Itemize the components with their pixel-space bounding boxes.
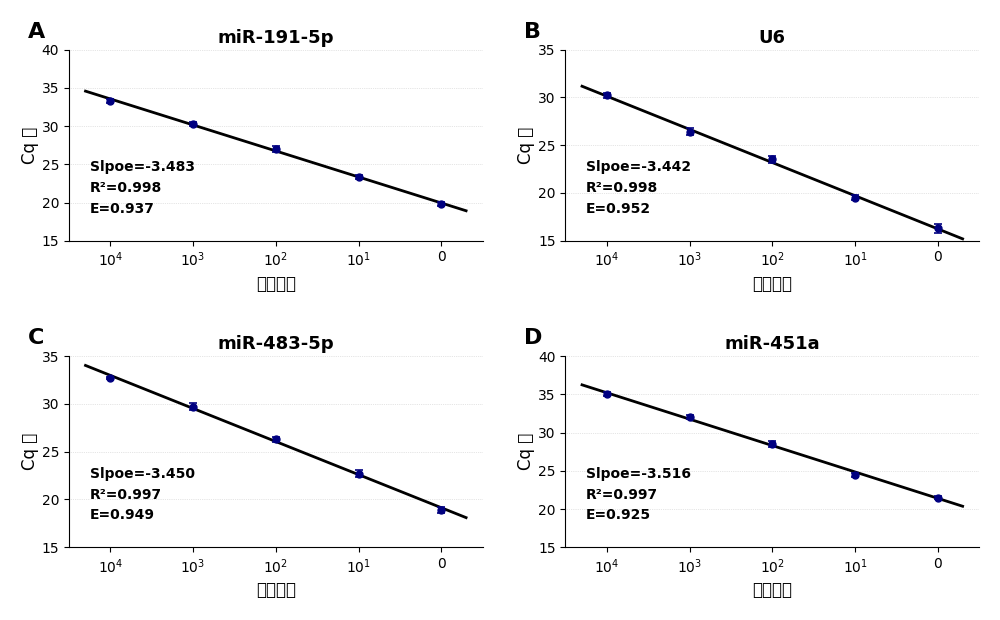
Y-axis label: Cq 値: Cq 値 bbox=[21, 126, 39, 164]
Title: U6: U6 bbox=[759, 29, 786, 46]
Text: A: A bbox=[28, 22, 45, 42]
X-axis label: 稀释倍数: 稀释倍数 bbox=[752, 275, 792, 293]
Y-axis label: Cq 値: Cq 値 bbox=[517, 433, 535, 471]
Text: C: C bbox=[28, 329, 44, 348]
X-axis label: 稀释倍数: 稀释倍数 bbox=[256, 581, 296, 599]
X-axis label: 稀释倍数: 稀释倍数 bbox=[256, 275, 296, 293]
Title: miR-483-5p: miR-483-5p bbox=[217, 335, 334, 353]
Text: D: D bbox=[524, 329, 542, 348]
Text: Slpoe=-3.516
R²=0.997
E=0.925: Slpoe=-3.516 R²=0.997 E=0.925 bbox=[586, 467, 691, 522]
Title: miR-451a: miR-451a bbox=[725, 335, 820, 353]
Y-axis label: Cq 値: Cq 値 bbox=[21, 433, 39, 471]
Text: Slpoe=-3.483
R²=0.998
E=0.937: Slpoe=-3.483 R²=0.998 E=0.937 bbox=[90, 161, 195, 216]
X-axis label: 稀释倍数: 稀释倍数 bbox=[752, 581, 792, 599]
Text: Slpoe=-3.450
R²=0.997
E=0.949: Slpoe=-3.450 R²=0.997 E=0.949 bbox=[90, 467, 195, 522]
Text: B: B bbox=[524, 22, 541, 42]
Title: miR-191-5p: miR-191-5p bbox=[218, 29, 334, 46]
Text: Slpoe=-3.442
R²=0.998
E=0.952: Slpoe=-3.442 R²=0.998 E=0.952 bbox=[586, 161, 691, 216]
Y-axis label: Cq 値: Cq 値 bbox=[517, 126, 535, 164]
